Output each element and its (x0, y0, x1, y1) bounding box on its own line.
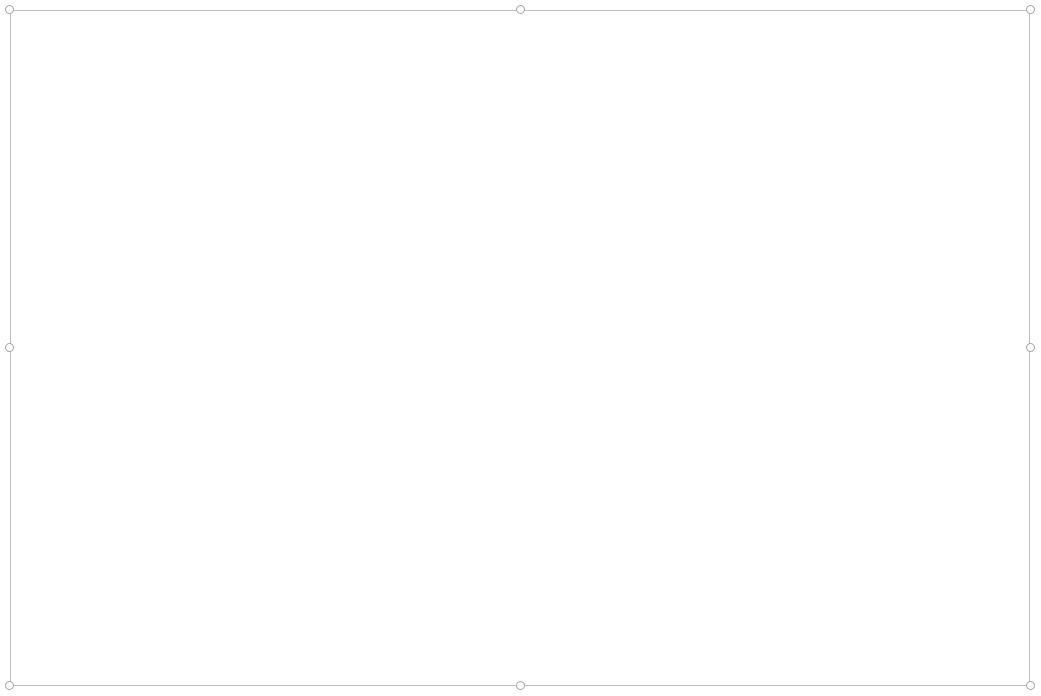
chart-container: 0.00010.0010.010.11101.00E-061.00E-051.0… (0, 0, 1041, 696)
resize-handle-tm[interactable] (516, 5, 525, 14)
resize-handle-bm[interactable] (516, 681, 525, 690)
resize-handle-tl[interactable] (5, 5, 14, 14)
selection-frame[interactable] (10, 10, 1030, 686)
resize-handle-bl[interactable] (5, 681, 14, 690)
resize-handle-mr[interactable] (1026, 343, 1035, 352)
resize-handle-ml[interactable] (5, 343, 14, 352)
resize-handle-br[interactable] (1026, 681, 1035, 690)
resize-handle-tr[interactable] (1026, 5, 1035, 14)
